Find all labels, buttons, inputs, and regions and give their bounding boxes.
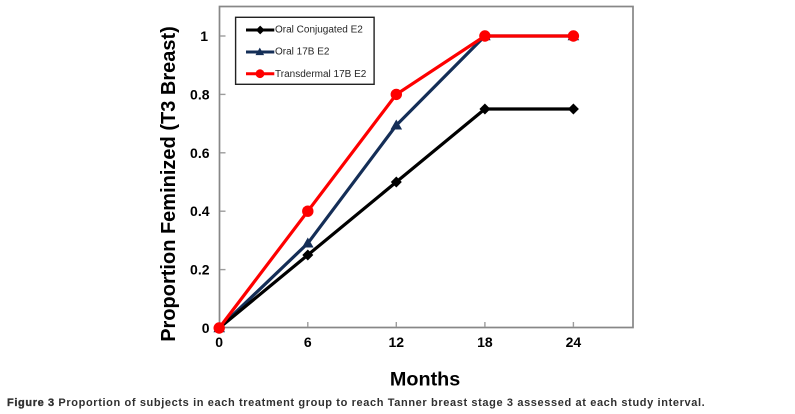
svg-text:12: 12	[389, 334, 405, 350]
svg-text:0.8: 0.8	[190, 86, 210, 102]
svg-text:0.2: 0.2	[190, 262, 210, 278]
svg-text:0.4: 0.4	[190, 203, 210, 219]
svg-text:6: 6	[304, 334, 312, 350]
svg-text:1: 1	[200, 28, 208, 44]
svg-text:18: 18	[477, 334, 493, 350]
svg-text:24: 24	[566, 334, 582, 350]
svg-text:0: 0	[215, 334, 223, 350]
svg-text:0: 0	[202, 320, 210, 336]
svg-text:Months: Months	[390, 369, 460, 391]
svg-text:0.6: 0.6	[190, 145, 210, 161]
svg-text:Proportion Feminized (T3 Breas: Proportion Feminized (T3 Breast)	[158, 26, 180, 342]
svg-text:Oral 17B E2: Oral 17B E2	[275, 47, 330, 58]
svg-text:Oral Conjugated E2: Oral Conjugated E2	[275, 24, 363, 35]
svg-text:Figure 3 Proportion of subject: Figure 3 Proportion of subjects in each …	[7, 397, 705, 409]
svg-text:Transdermal 17B E2: Transdermal 17B E2	[275, 69, 367, 80]
